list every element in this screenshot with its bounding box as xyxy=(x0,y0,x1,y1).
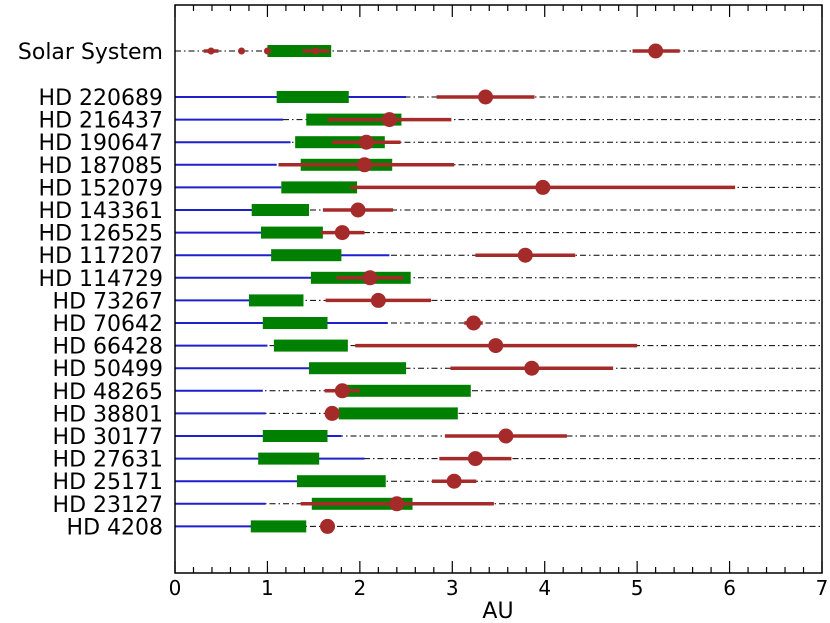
planet-marker xyxy=(648,43,664,59)
system-label: HD 190647 xyxy=(39,131,163,156)
green-zone-bar xyxy=(338,407,458,420)
green-zone-bar xyxy=(260,226,323,239)
planet-marker xyxy=(334,383,350,399)
system-label: HD 70642 xyxy=(53,312,163,337)
system-label: HD 4208 xyxy=(67,515,163,540)
planet-marker xyxy=(517,247,533,263)
x-tick-label: 2 xyxy=(353,576,366,600)
green-zone-bar xyxy=(297,475,386,488)
system-row xyxy=(175,179,822,195)
system-row xyxy=(175,270,822,286)
green-zone-bar xyxy=(262,317,328,329)
system-row xyxy=(175,43,822,59)
system-row xyxy=(175,405,822,421)
system-label: HD 216437 xyxy=(39,109,163,134)
system-label: HD 117207 xyxy=(39,244,163,269)
system-row xyxy=(175,112,822,128)
green-zone-bar xyxy=(281,181,358,194)
planet-marker xyxy=(498,428,514,444)
planet-marker xyxy=(370,292,386,308)
x-tick-label: 0 xyxy=(169,576,182,600)
system-row xyxy=(175,225,822,241)
x-tick-label: 3 xyxy=(446,576,459,600)
system-label: HD 27631 xyxy=(53,448,163,473)
planet-marker xyxy=(389,496,405,512)
green-zone-bar xyxy=(262,430,328,442)
planet-marker xyxy=(524,360,540,376)
system-label: HD 143361 xyxy=(39,199,163,224)
planet-marker xyxy=(488,338,504,354)
system-row xyxy=(175,473,822,489)
system-row xyxy=(175,338,822,354)
planet-marker xyxy=(358,134,374,150)
green-zone-bar xyxy=(345,384,471,397)
green-zone-bar xyxy=(273,339,348,352)
green-zone-bar xyxy=(258,452,320,465)
x-axis-title: AU xyxy=(482,599,513,623)
system-row xyxy=(175,292,822,308)
axis-ticks xyxy=(174,5,823,573)
planet-marker xyxy=(324,405,340,421)
planet-marker xyxy=(320,518,336,534)
system-row xyxy=(175,157,822,173)
system-label: HD 187085 xyxy=(39,154,163,179)
x-tick-label: 7 xyxy=(816,576,829,600)
planet-marker xyxy=(350,202,366,218)
planet-marker xyxy=(311,47,319,55)
system-label: HD 73267 xyxy=(53,289,163,314)
system-row xyxy=(175,383,822,399)
green-zone-bar xyxy=(309,362,407,375)
system-rows xyxy=(175,43,822,534)
system-row xyxy=(175,428,822,444)
x-tick-label: 1 xyxy=(261,576,274,600)
planet-marker xyxy=(207,47,215,55)
planet-marker xyxy=(238,47,246,55)
system-label: HD 23127 xyxy=(53,493,163,518)
system-row xyxy=(175,134,822,150)
planet-marker xyxy=(446,473,462,489)
plot-frame xyxy=(174,4,823,574)
planet-marker xyxy=(467,451,483,467)
green-zone-bar xyxy=(251,204,310,216)
x-tick-label: 4 xyxy=(538,576,551,600)
planet-marker xyxy=(535,179,551,195)
system-row xyxy=(175,496,822,512)
system-row xyxy=(175,247,822,263)
planet-marker xyxy=(478,89,494,105)
system-label: HD 152079 xyxy=(39,176,163,201)
planet-marker xyxy=(362,270,378,286)
green-zone-bar xyxy=(271,249,342,262)
system-row xyxy=(175,518,822,534)
green-zone-bar xyxy=(250,520,307,533)
system-label: HD 126525 xyxy=(39,222,163,247)
planet-marker xyxy=(356,157,372,173)
green-zone-bar xyxy=(276,91,349,103)
system-label: HD 114729 xyxy=(39,267,163,292)
x-tick-labels: 0 1 2 3 4 5 6 7 xyxy=(169,576,829,600)
system-row xyxy=(175,315,822,331)
system-label: HD 25171 xyxy=(53,470,163,495)
system-row xyxy=(175,89,822,105)
x-tick-label: 5 xyxy=(631,576,644,600)
planet-marker xyxy=(381,112,397,128)
system-label: HD 48265 xyxy=(53,380,163,405)
planet-marker xyxy=(263,47,271,55)
system-row xyxy=(175,202,822,218)
x-tick-label: 6 xyxy=(723,576,736,600)
system-row xyxy=(175,360,822,376)
system-label: HD 38801 xyxy=(53,402,163,427)
planet-marker xyxy=(334,225,350,241)
system-label: HD 30177 xyxy=(53,425,163,450)
system-label: HD 66428 xyxy=(53,335,163,360)
planet-marker xyxy=(466,315,482,331)
system-label: HD 220689 xyxy=(39,86,163,111)
green-zone-bar xyxy=(248,294,304,307)
system-row xyxy=(175,451,822,467)
system-label: HD 50499 xyxy=(53,357,163,382)
system-label: Solar System xyxy=(18,40,163,65)
